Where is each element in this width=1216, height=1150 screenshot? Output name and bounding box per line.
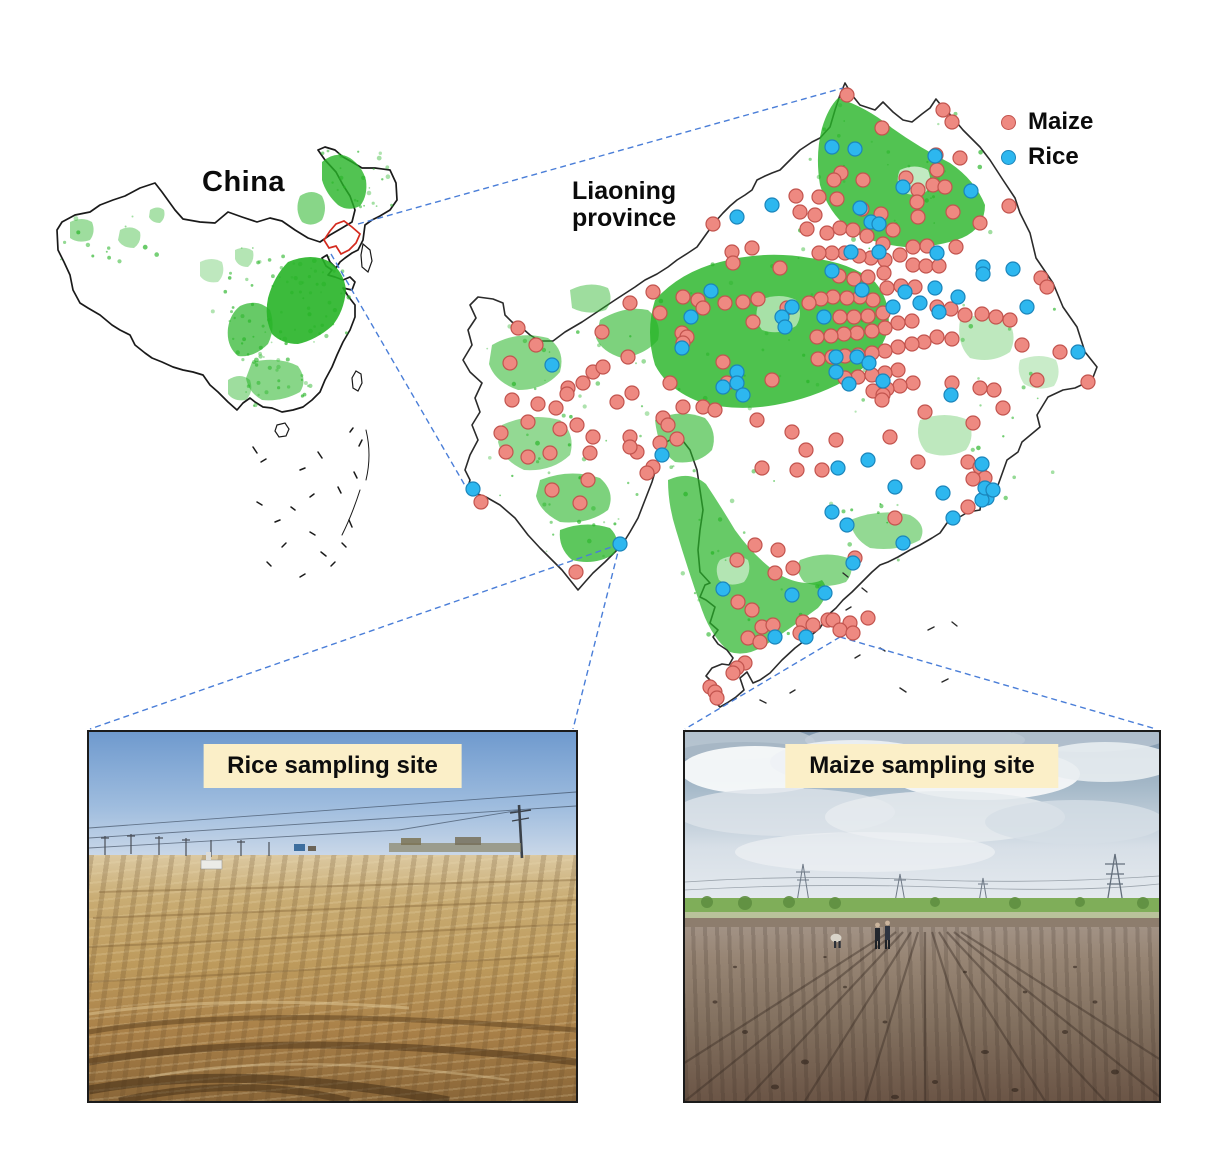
maize-photo: Maize sampling site <box>683 730 1161 1103</box>
legend-label-rice: Rice <box>1028 143 1079 170</box>
rice-photo: Rice sampling site <box>87 730 578 1103</box>
china-map <box>56 146 398 438</box>
maize-caption: Maize sampling site <box>785 744 1059 788</box>
legend-row-rice: Rice <box>1001 143 1093 171</box>
rice-dot-icon <box>1001 149 1016 165</box>
liaoning-highlight-outline <box>322 220 362 256</box>
maize-dot-icon <box>1001 114 1016 130</box>
liaoning-label-line1: Liaoning <box>572 177 677 205</box>
liaoning-label-line2: province <box>572 203 677 232</box>
maize-photo-field <box>685 918 1159 1101</box>
legend-row-maize: Maize <box>1001 108 1093 136</box>
rice-caption: Rice sampling site <box>203 744 462 788</box>
connector-lines <box>89 87 1157 730</box>
china-label: China <box>202 166 286 198</box>
rice-sites <box>465 139 1086 645</box>
sea-islands <box>252 427 370 578</box>
legend-label-maize: Maize <box>1028 108 1094 135</box>
liaoning-label: Liaoning province <box>572 178 676 231</box>
rice-photo-field <box>89 855 576 1101</box>
legend: Maize Rice <box>1001 108 1093 178</box>
rice-photo-details <box>89 791 576 1101</box>
